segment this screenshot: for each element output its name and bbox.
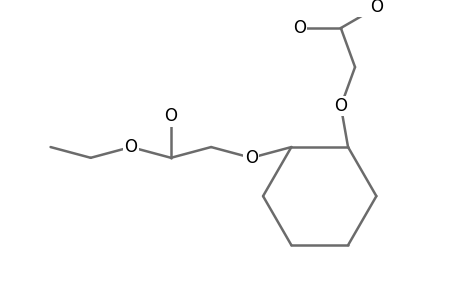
Text: O: O [124,138,137,156]
Text: O: O [369,0,382,16]
Text: O: O [164,107,177,125]
Text: O: O [292,19,305,37]
Text: O: O [244,149,257,167]
Text: O: O [334,97,347,115]
